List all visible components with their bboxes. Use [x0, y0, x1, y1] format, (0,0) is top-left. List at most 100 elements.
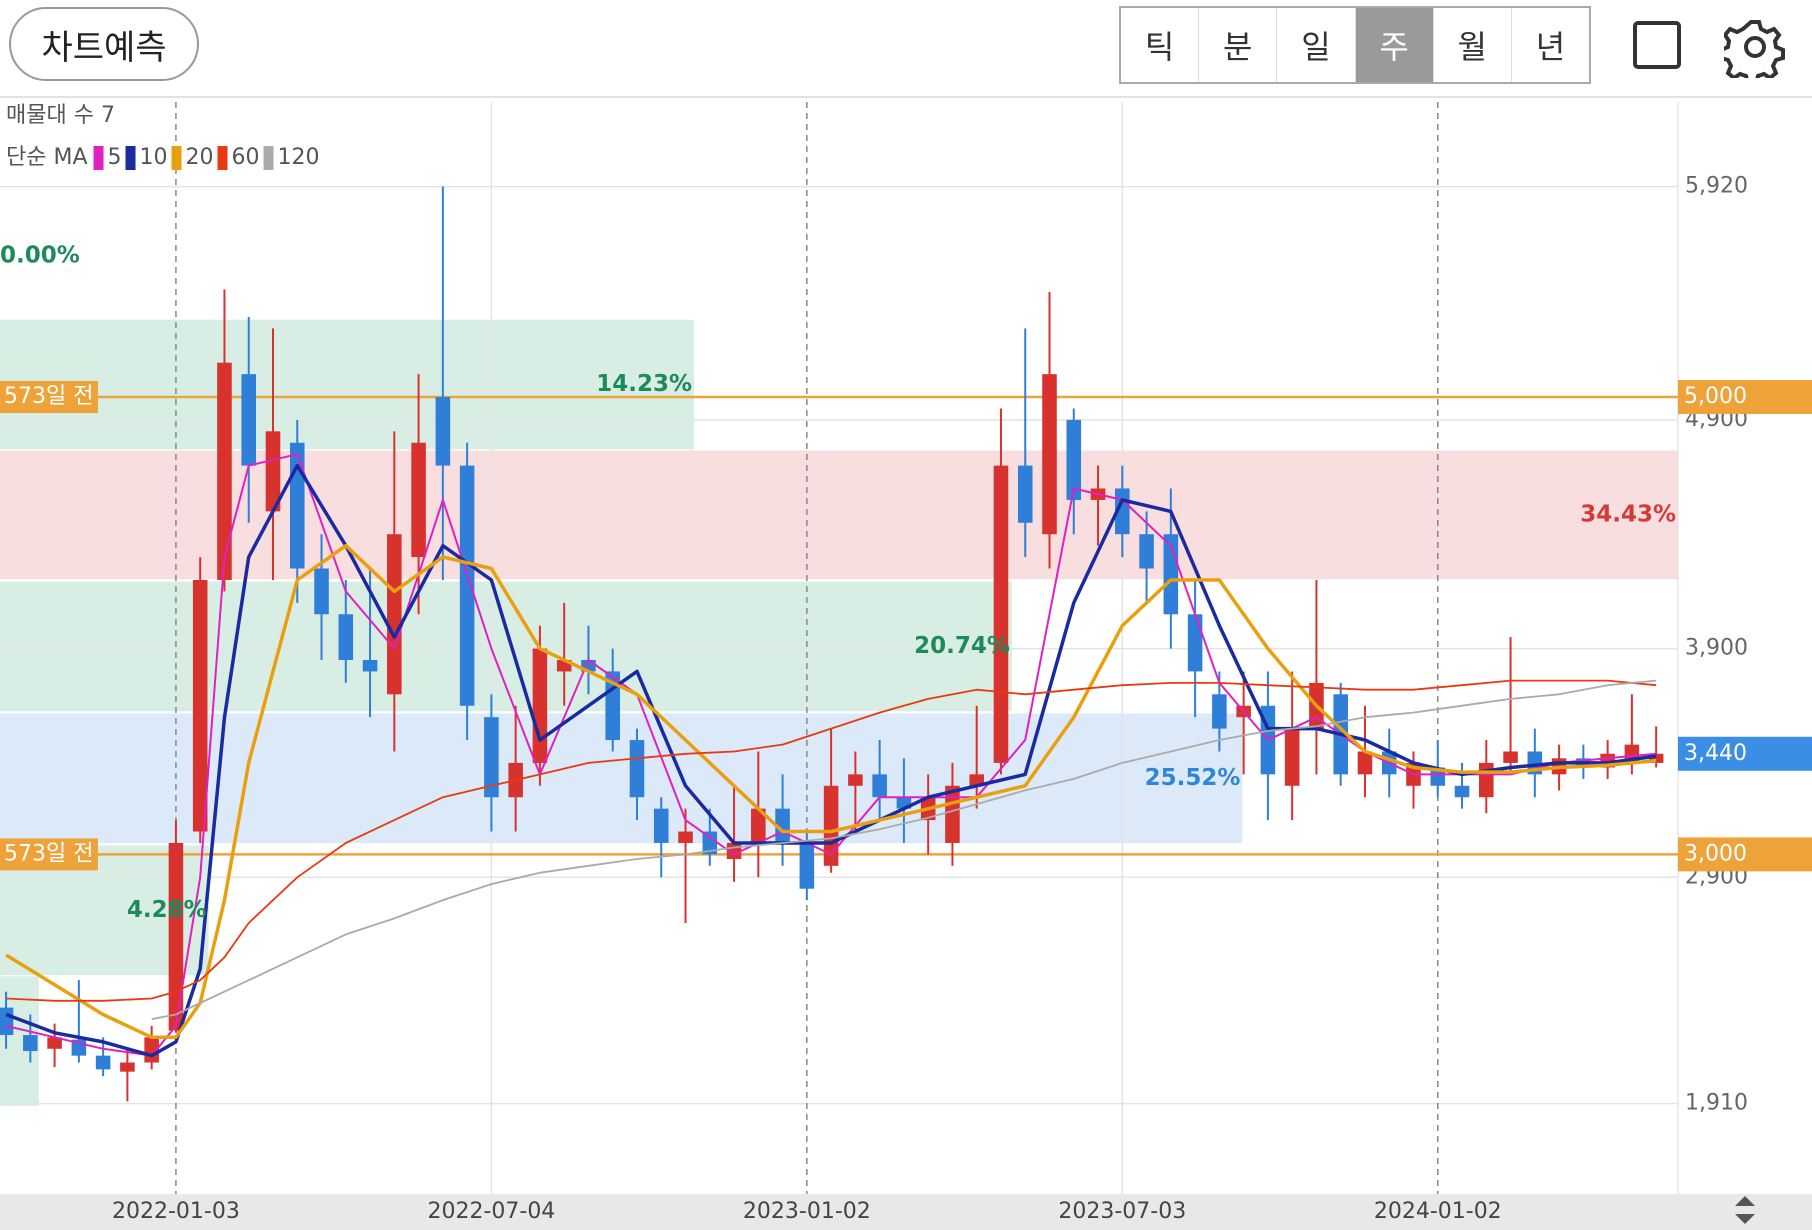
- candle-body: [1430, 767, 1446, 786]
- candle-body: [289, 442, 305, 569]
- x-tick-label: 2024-01-02: [1374, 1199, 1502, 1224]
- legend-label: 60: [232, 145, 260, 170]
- candle-body: [168, 842, 184, 1031]
- candle-body: [120, 1062, 135, 1072]
- level-marker-bg: [0, 838, 98, 871]
- candle-body: [23, 1035, 38, 1052]
- period-tab[interactable]: 분: [1199, 8, 1278, 82]
- ma-line: [5, 543, 1657, 1040]
- level-marker-bg: [0, 381, 98, 414]
- y-tick-label: 5,920: [1685, 174, 1748, 199]
- candle-body: [1066, 419, 1082, 500]
- settings-icon[interactable]: [1724, 16, 1786, 78]
- legend-swatch: [93, 146, 104, 170]
- candle-body: [362, 660, 378, 672]
- price-tag: 5,000: [1684, 384, 1747, 409]
- price-tag-bg: [1678, 837, 1812, 872]
- candle-body: [1357, 751, 1373, 775]
- candle-body: [581, 660, 596, 672]
- candle-body: [799, 842, 815, 889]
- candle-body: [265, 431, 281, 512]
- y-tick-label: 1,910: [1685, 1091, 1748, 1116]
- candle-body: [945, 785, 960, 843]
- candle-body: [653, 808, 669, 843]
- x-tick-label: 2023-07-03: [1058, 1199, 1186, 1224]
- candle-body: [411, 442, 426, 558]
- current-price: 3,440: [1684, 741, 1747, 766]
- legend-label: 5: [108, 145, 122, 170]
- candle-body: [1454, 785, 1470, 798]
- price-zone: [0, 581, 1012, 712]
- candle-body: [0, 1007, 14, 1036]
- price-tag-bg: [1678, 380, 1812, 415]
- candle-body: [1479, 762, 1494, 798]
- legend-swatch: [263, 146, 274, 170]
- candle-body: [459, 465, 475, 706]
- candle-body: [751, 808, 766, 843]
- candle-body: [192, 579, 208, 832]
- candle-body: [823, 785, 839, 866]
- candle-body: [241, 374, 257, 466]
- legend-swatch: [125, 146, 136, 170]
- period-tab[interactable]: 일: [1277, 8, 1356, 82]
- candle-body: [314, 568, 329, 615]
- legend-title: 단순 MA: [6, 145, 88, 170]
- y-tick-label: 3,900: [1685, 636, 1748, 661]
- candle-body: [1042, 374, 1057, 535]
- zone-label: 0.00%: [0, 243, 80, 269]
- candle-body: [1187, 614, 1203, 672]
- period-tab[interactable]: 주: [1355, 8, 1434, 82]
- candle-body: [605, 671, 620, 741]
- period-tab[interactable]: 월: [1434, 8, 1512, 82]
- candle-body: [47, 1037, 62, 1049]
- candle-body: [629, 740, 645, 798]
- candle-body: [702, 831, 718, 855]
- legend-label: 120: [278, 145, 320, 170]
- price-zone: [0, 450, 1678, 580]
- current-price-bg: [1678, 736, 1812, 771]
- candle-body: [338, 614, 354, 661]
- predict-button[interactable]: 차트예측: [9, 7, 199, 81]
- price-zone: [0, 319, 695, 450]
- level-marker: 573일 전: [4, 384, 93, 409]
- zone-label: 25.52%: [1145, 765, 1241, 791]
- zone-label: 20.74%: [914, 633, 1010, 659]
- candle-body: [1017, 465, 1033, 523]
- candle-body: [872, 774, 887, 798]
- zone-label: 34.43%: [1580, 501, 1676, 527]
- legend-label: 20: [186, 145, 214, 170]
- zone-label: 4.28%: [127, 897, 207, 923]
- candle-body: [217, 362, 232, 580]
- period-tab[interactable]: 틱: [1121, 8, 1200, 82]
- level-marker: 573일 전: [4, 841, 93, 866]
- candle-body: [848, 774, 863, 786]
- candle-body: [95, 1055, 111, 1070]
- price-tag: 3,000: [1684, 841, 1747, 866]
- price-zone: [0, 713, 1243, 844]
- candle-body: [387, 534, 402, 695]
- candle-body: [1284, 728, 1300, 786]
- candle-body: [993, 465, 1009, 763]
- candle-body: [484, 717, 499, 798]
- legend-swatch: [171, 146, 182, 170]
- candle-body: [1212, 694, 1227, 729]
- ma-line: [6, 679, 1657, 1002]
- x-tick-label: 2022-01-03: [112, 1199, 240, 1224]
- x-axis-band: [0, 1194, 1812, 1230]
- candle-body: [1139, 534, 1154, 569]
- candle-body: [969, 774, 984, 786]
- candle-body: [1648, 753, 1664, 763]
- legend-label: 10: [140, 145, 168, 170]
- candle-body: [435, 397, 451, 466]
- legend-swatch: [217, 146, 228, 170]
- period-tab[interactable]: 년: [1535, 28, 1566, 66]
- x-tick-label: 2023-01-02: [743, 1199, 871, 1224]
- scroll-icon[interactable]: [1735, 1196, 1755, 1224]
- fullscreen-icon[interactable]: [1630, 18, 1690, 78]
- candle-body: [775, 808, 790, 843]
- zone-label: 14.23%: [596, 371, 692, 397]
- candle-body: [678, 831, 693, 843]
